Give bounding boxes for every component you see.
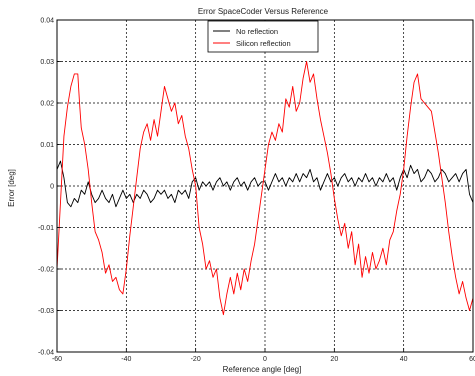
- legend: No reflection Silicon reflection: [207, 20, 319, 53]
- y-ticks: -0.04 -0.03 -0.02 -0.01 0 0.01 0.02 0.03 0.04: [38, 18, 61, 357]
- x-axis-label: Reference angle [deg]: [223, 365, 302, 374]
- y-tick-label: -0.04: [38, 350, 54, 357]
- series-layer: [56, 61, 474, 316]
- grid: [57, 20, 473, 352]
- x-tick-label: 60: [469, 356, 475, 363]
- y-tick-label: 0.04: [40, 18, 54, 25]
- legend-box: [207, 20, 319, 53]
- x-ticks: -60 -40 -20 0 20 40 60: [52, 348, 475, 363]
- x-tick-label: -20: [191, 356, 201, 363]
- y-tick-label: -0.02: [38, 267, 54, 274]
- y-tick-label: -0.03: [38, 308, 54, 315]
- y-tick-label: 0.02: [40, 101, 54, 108]
- chart-title: Error SpaceCoder Versus Reference: [198, 7, 329, 16]
- x-tick-label: 20: [330, 356, 338, 363]
- y-tick-label: 0.03: [40, 59, 54, 66]
- x-tick-label: 40: [400, 356, 408, 363]
- x-tick-label: -40: [121, 356, 131, 363]
- y-tick-label: 0: [50, 184, 54, 191]
- y-tick-label: 0.01: [40, 142, 54, 149]
- legend-label-silicon-reflection: Silicon reflection: [236, 39, 291, 48]
- series-line-silicon-reflection: [56, 61, 474, 316]
- y-axis-label: Error [deg]: [7, 169, 16, 207]
- x-tick-label: 0: [263, 356, 267, 363]
- y-tick-label: -0.01: [38, 225, 54, 232]
- x-tick-label: -60: [52, 356, 62, 363]
- legend-label-no-reflection: No reflection: [236, 27, 278, 36]
